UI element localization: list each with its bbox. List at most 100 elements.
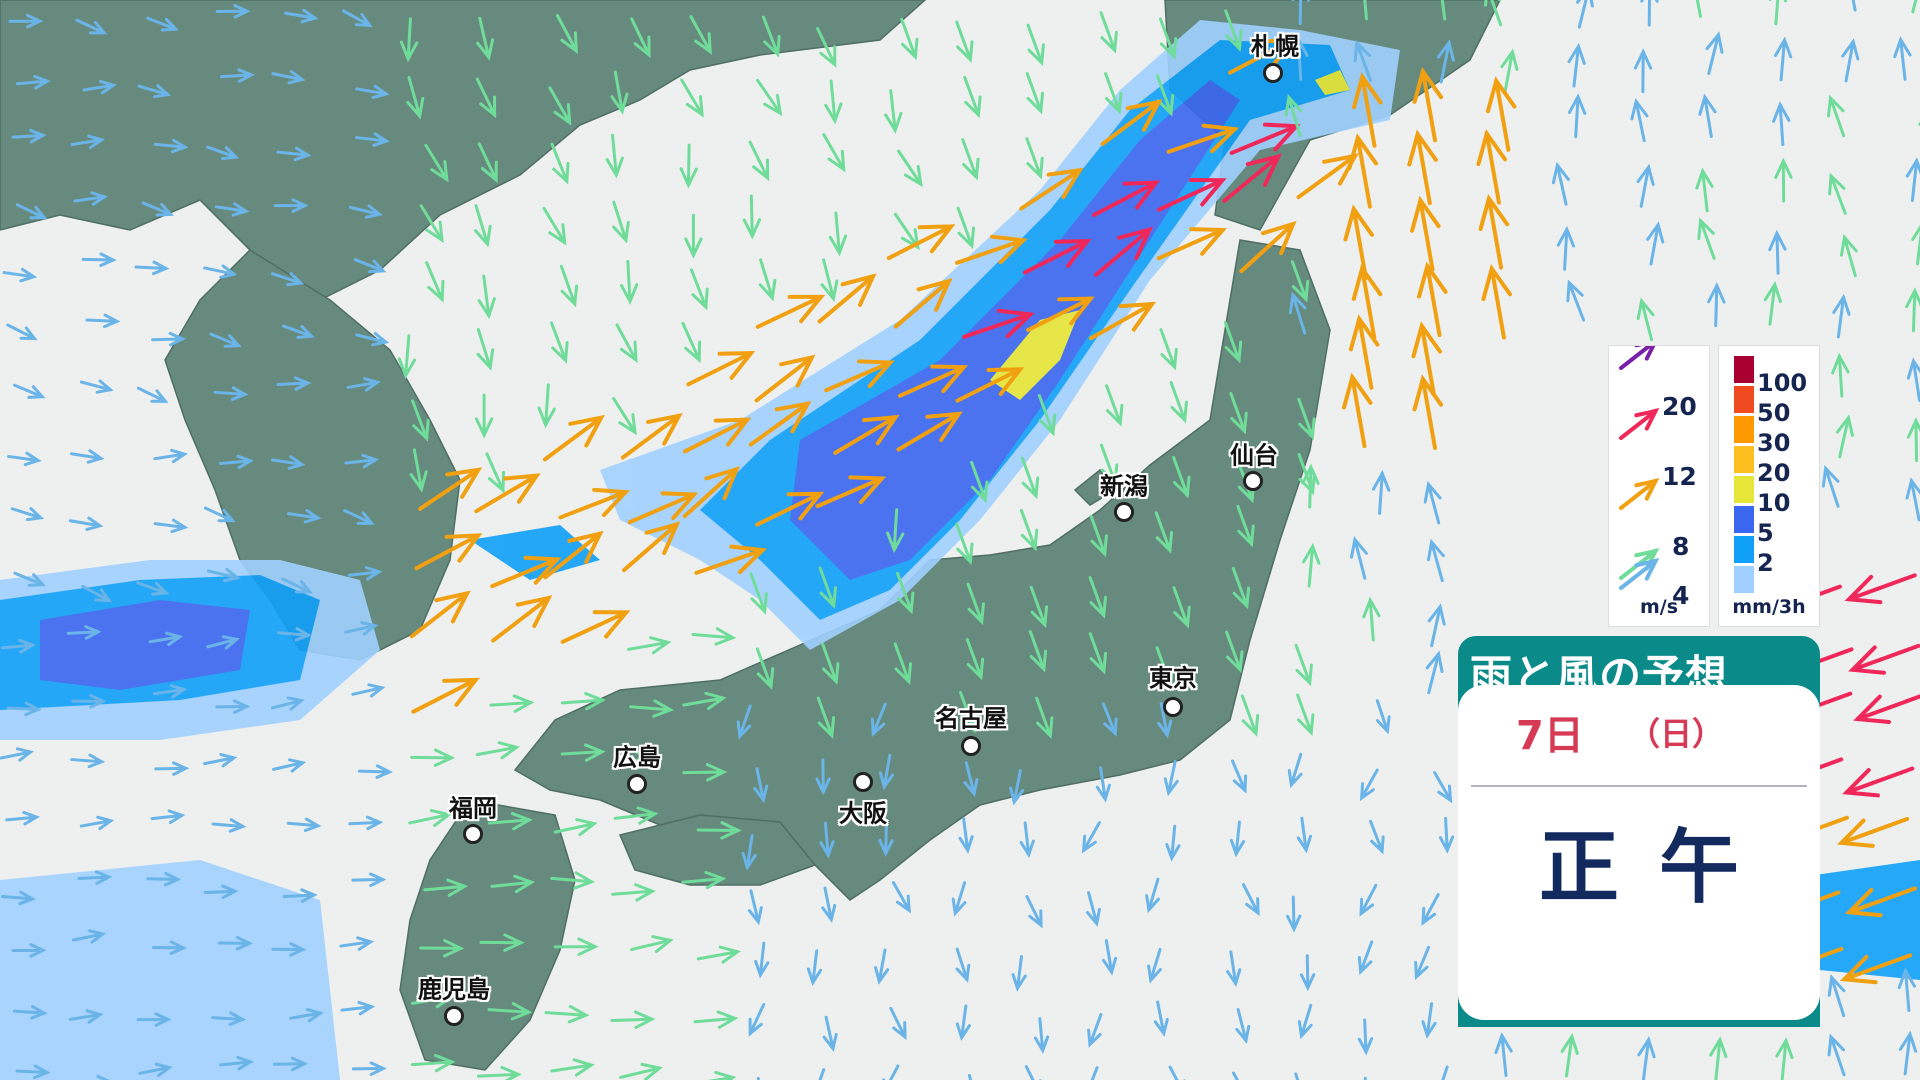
wind-arrow-icon bbox=[1417, 261, 1448, 338]
rain-level-label: 10 bbox=[1757, 489, 1791, 517]
wind-arrow-icon bbox=[555, 14, 578, 54]
wind-arrow-icon bbox=[487, 1002, 533, 1021]
rain-level-label: 2 bbox=[1757, 549, 1774, 577]
wind-arrow-icon bbox=[1478, 193, 1510, 270]
wind-arrow-icon bbox=[1911, 0, 1918, 14]
wind-arrow-icon bbox=[399, 17, 419, 63]
wind-arrow-icon bbox=[411, 399, 430, 442]
wind-arrow-icon bbox=[1421, 1002, 1437, 1039]
wind-arrow-icon bbox=[1157, 702, 1173, 739]
wind-arrow-icon bbox=[818, 566, 837, 610]
wind-arrow-icon bbox=[627, 491, 699, 525]
city-label: 鹿児島 bbox=[418, 975, 490, 1004]
wind-arrow-icon bbox=[1705, 31, 1724, 76]
wind-arrow-icon bbox=[1019, 821, 1035, 859]
wind-arrow-icon bbox=[542, 414, 605, 462]
wind-level-4: 4 bbox=[1672, 581, 1690, 610]
wind-arrow-icon bbox=[271, 942, 307, 957]
wind-arrow-icon bbox=[1839, 953, 1913, 985]
wind-arrow-icon bbox=[611, 883, 656, 902]
wind-arrow-icon bbox=[1905, 287, 1920, 333]
wind-arrow-icon bbox=[1155, 646, 1174, 689]
wind-arrow-icon bbox=[151, 331, 187, 347]
wind-arrow-icon bbox=[1229, 392, 1248, 435]
wind-arrow-icon bbox=[963, 761, 979, 798]
wind-arrow-icon bbox=[967, 1073, 973, 1080]
wind-arrow-icon bbox=[819, 821, 835, 859]
wind-arrow-icon bbox=[1231, 566, 1251, 610]
wind-arrow-icon bbox=[820, 258, 839, 302]
wind-arrow-icon bbox=[1853, 694, 1920, 724]
wind-arrow-icon bbox=[282, 888, 318, 903]
wind-arrow-icon bbox=[12, 1005, 48, 1020]
wind-arrow-icon bbox=[630, 17, 651, 59]
wind-arrow-icon bbox=[281, 324, 315, 339]
wind-arrow-icon bbox=[1619, 408, 1660, 440]
wind-arrow-icon bbox=[1709, 1036, 1728, 1080]
wind-arrow-icon bbox=[1637, 1036, 1656, 1080]
wind-arrow-icon bbox=[1575, 0, 1594, 29]
city-label: 東京 bbox=[1149, 664, 1197, 693]
wind-arrow-icon bbox=[1427, 538, 1445, 583]
wind-legend-arrows bbox=[1619, 346, 1660, 590]
wind-arrow-icon bbox=[1375, 699, 1391, 735]
wind-arrow-icon bbox=[0, 747, 34, 762]
city-label: 大阪 bbox=[839, 799, 887, 828]
wind-arrow-icon bbox=[1156, 227, 1227, 261]
city-label: 広島 bbox=[613, 743, 661, 772]
wind-arrow-icon bbox=[1166, 123, 1240, 154]
wind-arrow-icon bbox=[1441, 1065, 1449, 1080]
wind-arrow-icon bbox=[485, 452, 506, 494]
wind-arrow-icon bbox=[1772, 101, 1791, 147]
wind-arrow-icon bbox=[1898, 1030, 1918, 1076]
shikoku bbox=[618, 814, 817, 886]
wind-arrow-icon bbox=[215, 4, 251, 19]
wind-arrow-icon bbox=[891, 881, 911, 914]
wind-arrow-icon bbox=[353, 258, 387, 274]
wind-arrow-icon bbox=[815, 758, 831, 796]
wind-arrow-icon bbox=[610, 1010, 656, 1029]
wind-arrow-icon bbox=[691, 627, 737, 646]
wind-arrow-icon bbox=[96, 1074, 110, 1080]
wind-arrow-icon bbox=[214, 202, 250, 217]
wind-arrow-icon bbox=[1414, 945, 1431, 981]
wind-arrow-icon bbox=[1230, 759, 1248, 794]
wind-arrow-icon bbox=[1839, 234, 1858, 278]
wind-arrow-icon bbox=[1763, 281, 1782, 326]
wind-arrow-icon bbox=[153, 448, 188, 464]
wind-arrow-icon bbox=[474, 473, 541, 514]
rain-swatch bbox=[1734, 386, 1754, 413]
wind-arrow-icon bbox=[1353, 39, 1373, 82]
wind-arrow-icon bbox=[13, 571, 46, 587]
wind-arrow-icon bbox=[818, 1068, 826, 1080]
wind-arrow-icon bbox=[1633, 48, 1653, 94]
wind-arrow-icon bbox=[550, 871, 596, 890]
wind-arrow-icon bbox=[686, 351, 756, 387]
wind-arrow-icon bbox=[558, 487, 631, 520]
wind-arrow-icon bbox=[896, 571, 915, 615]
wind-arrow-icon bbox=[2, 267, 38, 283]
wind-arrow-icon bbox=[822, 1015, 838, 1052]
wind-arrow-icon bbox=[615, 323, 638, 364]
wind-arrow-icon bbox=[134, 260, 170, 276]
wind-arrow-icon bbox=[151, 940, 187, 955]
wind-arrow-icon bbox=[1827, 1033, 1846, 1077]
wind-arrow-icon bbox=[1567, 93, 1587, 139]
wind-arrow-icon bbox=[542, 206, 567, 246]
wind-arrow-icon bbox=[900, 17, 919, 61]
wind-arrow-icon bbox=[1768, 0, 1787, 26]
wind-arrow-icon bbox=[408, 808, 453, 828]
wind-arrow-icon bbox=[136, 386, 169, 403]
wind-arrow-icon bbox=[1774, 157, 1793, 203]
wind-arrow-icon bbox=[1425, 650, 1444, 695]
wind-arrow-icon bbox=[1022, 238, 1092, 275]
wind-arrow-icon bbox=[874, 948, 890, 985]
wind-arrow-icon bbox=[966, 582, 985, 626]
wind-arrow-icon bbox=[1348, 314, 1380, 390]
wind-arrow-icon bbox=[1288, 291, 1307, 335]
wind-arrow-icon bbox=[619, 259, 639, 305]
wind-arrow-icon bbox=[962, 308, 1035, 339]
wind-arrow-icon bbox=[13, 383, 46, 399]
wind-arrow-icon bbox=[1828, 172, 1847, 215]
